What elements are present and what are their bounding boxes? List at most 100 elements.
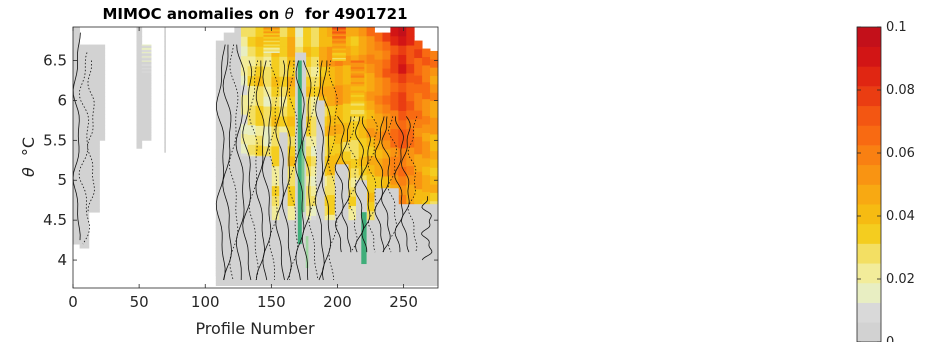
heatmap-patch: [263, 50, 280, 52]
heatmap-column: [73, 135, 81, 145]
heatmap-column: [326, 46, 336, 58]
heatmap-column: [79, 177, 90, 186]
y-axis-label-symbol: θ: [19, 167, 38, 177]
heatmap-column: [390, 54, 399, 65]
heatmap-patch: [231, 163, 272, 167]
heatmap-patch: [334, 215, 349, 219]
heatmap-column: [73, 185, 81, 195]
heatmap-column: [79, 169, 90, 179]
colorbar-segment: [857, 145, 881, 166]
x-tick-label: 50: [130, 293, 149, 311]
heatmap-column: [342, 141, 352, 152]
heatmap-column: [263, 76, 272, 88]
heatmap-patch: [332, 42, 346, 45]
heatmap-column: [358, 45, 367, 56]
heatmap-column: [326, 135, 336, 147]
heatmap-patch: [374, 204, 399, 206]
heatmap-column: [414, 189, 423, 199]
heatmap-patch: [263, 42, 280, 45]
heatmap-patch: [398, 227, 438, 229]
heatmap-column: [263, 136, 272, 147]
heatmap-column: [374, 77, 383, 87]
heatmap-column: [164, 142, 166, 148]
heatmap-patch: [374, 189, 399, 192]
heatmap-column: [79, 193, 90, 202]
heatmap-column: [88, 198, 100, 202]
heatmap-patch: [263, 37, 280, 40]
colorbar-tick-label: 0.02: [886, 272, 915, 287]
heatmap-patch: [332, 28, 346, 30]
heatmap-column: [79, 146, 90, 155]
heatmap-column: [88, 173, 100, 177]
heatmap-column: [240, 124, 248, 135]
heatmap-column: [88, 48, 106, 53]
heatmap-column: [326, 155, 336, 166]
heatmap-column: [287, 186, 296, 197]
heatmap-column: [287, 106, 296, 117]
heatmap-column: [223, 51, 235, 62]
heatmap-column: [374, 167, 383, 177]
heatmap-patch: [263, 47, 280, 50]
heatmap-column: [141, 53, 152, 55]
heatmap-patch: [231, 190, 272, 194]
heatmap-column: [73, 194, 81, 203]
heatmap-column: [215, 113, 225, 123]
heatmap-patch: [356, 192, 367, 195]
heatmap-column: [164, 60, 166, 66]
heatmap-patch: [398, 211, 438, 213]
heatmap-patch: [231, 200, 272, 204]
heatmap-column: [398, 36, 407, 47]
heatmap-column: [366, 91, 375, 102]
heatmap-column: [73, 110, 81, 120]
heatmap-column: [141, 44, 152, 47]
heatmap-column: [311, 186, 320, 197]
heatmap-column: [398, 148, 407, 159]
plot-area: [73, 27, 438, 287]
heatmap-column: [390, 64, 399, 74]
heatmap-column: [164, 118, 166, 124]
y-axis-label-unit: °C: [19, 137, 38, 156]
heatmap-column: [88, 99, 106, 104]
heatmap-patch: [356, 200, 367, 203]
heatmap-patch: [350, 82, 365, 85]
heatmap-patch: [398, 218, 438, 220]
colorbar-segment: [857, 282, 881, 303]
heatmap-column: [350, 149, 360, 160]
heatmap-column: [279, 46, 288, 58]
heatmap-column: [311, 96, 320, 107]
heatmap-column: [234, 75, 242, 86]
chart-title-text: MIMOC anomalies on: [102, 5, 279, 23]
heatmap-column: [234, 113, 242, 124]
heatmap-column: [141, 68, 152, 70]
heatmap-patch: [356, 183, 367, 186]
heatmap-column: [382, 50, 391, 60]
colorbar-tick-label: 0: [886, 335, 894, 342]
heatmap-column: [350, 121, 360, 132]
heatmap-column: [287, 196, 296, 207]
heatmap-column: [374, 113, 383, 123]
heatmap-column: [141, 88, 152, 92]
chart-title-symbol: θ: [285, 5, 294, 23]
heatmap-column: [295, 46, 304, 58]
heatmap-column: [141, 135, 152, 139]
heatmap-patch: [350, 103, 365, 107]
heatmap-column: [255, 36, 264, 48]
heatmap-patch: [398, 206, 438, 208]
heatmap-patch: [374, 205, 399, 208]
svg-text:θ °C: θ °C: [19, 137, 38, 177]
heatmap-column: [240, 85, 248, 96]
heatmap-column: [382, 95, 391, 105]
contour-line: [222, 44, 232, 281]
heatmap-column: [234, 27, 242, 38]
x-tick-label: 250: [389, 293, 418, 311]
heatmap-column: [79, 216, 90, 226]
heatmap-column: [334, 114, 344, 125]
heatmap-column: [73, 219, 81, 228]
heatmap-column: [303, 146, 312, 157]
heatmap-patch: [332, 46, 346, 49]
heatmap-column: [141, 90, 152, 94]
heatmap-column: [136, 138, 143, 145]
heatmap-column: [390, 91, 399, 102]
heatmap-column: [366, 54, 375, 65]
